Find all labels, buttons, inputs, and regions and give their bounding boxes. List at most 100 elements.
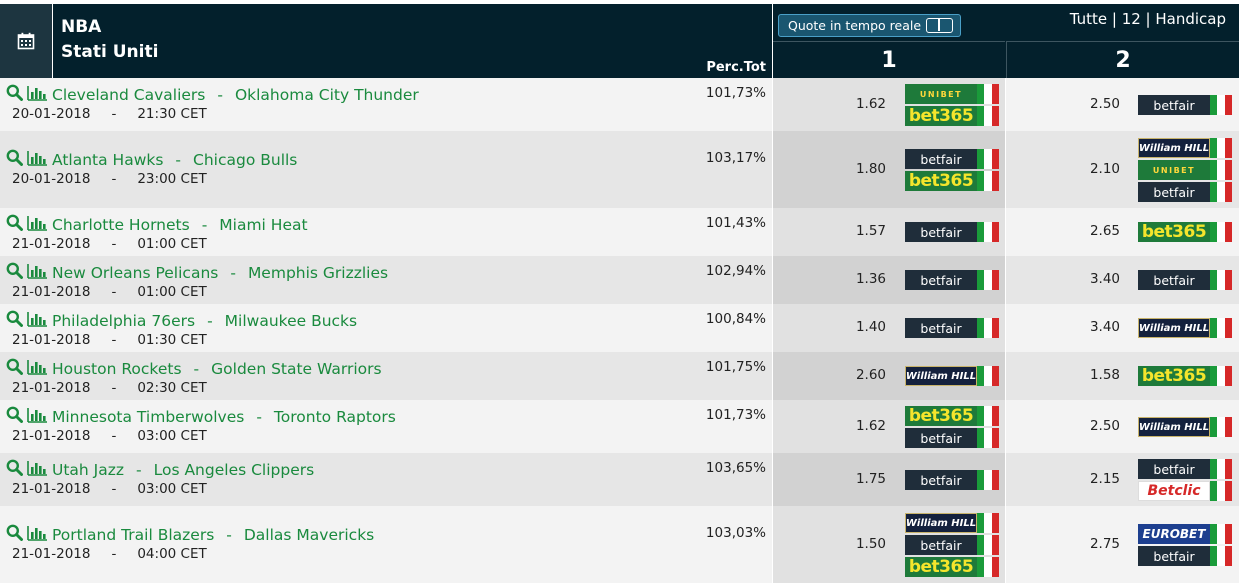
bookmaker-betfair[interactable]: betfair [905, 270, 999, 290]
odds-cell-1[interactable]: 1.62 UNIBET bet365 [773, 78, 1005, 131]
search-icon[interactable] [6, 358, 23, 379]
odds-cell-1[interactable]: 1.75 betfair [773, 453, 1005, 506]
search-icon[interactable] [6, 214, 23, 235]
home-team-link[interactable]: Houston Rockets [52, 359, 182, 378]
live-odds-toggle[interactable]: Quote in tempo reale [778, 14, 961, 37]
odd-value[interactable]: 1.58 [1089, 367, 1120, 383]
odds-cell-1[interactable]: 1.36 betfair [773, 256, 1005, 304]
odd-value[interactable]: 1.62 [855, 96, 886, 112]
bookmaker-william-hill[interactable]: William HILL [1138, 318, 1232, 338]
odds-cell-1[interactable]: 1.80 betfair bet365 [773, 131, 1005, 208]
bookmaker-bet365[interactable]: bet365 [1138, 366, 1232, 386]
bookmaker-bet365[interactable]: bet365 [905, 106, 999, 126]
market-filters[interactable]: Tutte | 12 | Handicap [1069, 10, 1226, 28]
stats-icon[interactable] [27, 215, 48, 235]
home-team-link[interactable]: Portland Trail Blazers [52, 525, 215, 544]
bookmaker-betfair[interactable]: betfair [1138, 270, 1232, 290]
odds-cell-2[interactable]: 2.65 bet365 [1006, 208, 1239, 256]
home-team-link[interactable]: Atlanta Hawks [52, 150, 164, 169]
odd-value[interactable]: 1.62 [855, 418, 886, 434]
away-team-link[interactable]: Chicago Bulls [193, 150, 298, 169]
bookmaker-betfair[interactable]: betfair [1138, 182, 1232, 202]
odds-cell-2[interactable]: 1.58 bet365 [1006, 352, 1239, 400]
odd-value[interactable]: 1.36 [855, 271, 886, 287]
bookmaker-betfair[interactable]: betfair [905, 535, 999, 555]
home-team-link[interactable]: Charlotte Hornets [52, 215, 190, 234]
bookmaker-william-hill[interactable]: William HILL [1138, 138, 1232, 158]
bookmaker-betfair[interactable]: betfair [905, 222, 999, 242]
odd-value[interactable]: 1.40 [855, 319, 886, 335]
bookmaker-bet365[interactable]: bet365 [905, 171, 999, 191]
odds-cell-1[interactable]: 1.57 betfair [773, 208, 1005, 256]
bookmaker-unibet[interactable]: UNIBET [1138, 160, 1232, 180]
bookmaker-bet365[interactable]: bet365 [905, 557, 999, 577]
stats-icon[interactable] [27, 525, 48, 545]
search-icon[interactable] [6, 149, 23, 170]
search-icon[interactable] [6, 262, 23, 283]
home-team-link[interactable]: Philadelphia 76ers [52, 311, 196, 330]
away-team-link[interactable]: Oklahoma City Thunder [234, 85, 419, 104]
odd-value[interactable]: 2.60 [855, 367, 886, 383]
stats-icon[interactable] [27, 407, 48, 427]
odds-cell-2[interactable]: 2.10 William HILL UNIBET betfair [1006, 131, 1239, 208]
odds-cell-1[interactable]: 1.40 betfair [773, 304, 1005, 352]
odds-cell-2[interactable]: 3.40 William HILL [1006, 304, 1239, 352]
calendar-button[interactable] [0, 4, 52, 78]
bookmaker-bet365[interactable]: bet365 [1138, 222, 1232, 242]
odds-cell-1[interactable]: 2.60 William HILL [773, 352, 1005, 400]
bookmaker-betfair[interactable]: betfair [905, 470, 999, 490]
odd-value[interactable]: 1.75 [855, 471, 886, 487]
odds-cell-2[interactable]: 3.40 betfair [1006, 256, 1239, 304]
stats-icon[interactable] [27, 150, 48, 170]
odds-cell-1[interactable]: 1.62 bet365 betfair [773, 400, 1005, 453]
odd-value[interactable]: 2.50 [1089, 96, 1120, 112]
stats-icon[interactable] [27, 263, 48, 283]
odd-value[interactable]: 3.40 [1089, 271, 1120, 287]
home-team-link[interactable]: New Orleans Pelicans [52, 263, 219, 282]
odds-cell-2[interactable]: 2.75 EUROBET betfair [1006, 506, 1239, 583]
stats-icon[interactable] [27, 460, 48, 480]
odd-value[interactable]: 1.80 [855, 161, 886, 177]
away-team-link[interactable]: Milwaukee Bucks [224, 311, 358, 330]
stats-icon[interactable] [27, 85, 48, 105]
odd-value[interactable]: 2.15 [1089, 471, 1120, 487]
bookmaker-unibet[interactable]: UNIBET [905, 84, 999, 104]
away-team-link[interactable]: Miami Heat [219, 215, 308, 234]
odd-value[interactable]: 1.50 [855, 536, 886, 552]
away-team-link[interactable]: Memphis Grizzlies [247, 263, 389, 282]
bookmaker-william-hill[interactable]: William HILL [1138, 417, 1232, 437]
bookmaker-betfair[interactable]: betfair [905, 318, 999, 338]
odd-value[interactable]: 1.57 [855, 223, 886, 239]
home-team-link[interactable]: Cleveland Cavaliers [52, 85, 206, 104]
odd-value[interactable]: 2.10 [1089, 161, 1120, 177]
bookmaker-betfair[interactable]: betfair [1138, 459, 1232, 479]
odds-cell-2[interactable]: 2.50 William HILL [1006, 400, 1239, 453]
odds-cell-2[interactable]: 2.15 betfair Betclic [1006, 453, 1239, 506]
bookmaker-william-hill[interactable]: William HILL [905, 513, 999, 533]
away-team-link[interactable]: Los Angeles Clippers [153, 460, 315, 479]
away-team-link[interactable]: Golden State Warriors [211, 359, 382, 378]
bookmaker-betclic[interactable]: Betclic [1138, 481, 1232, 501]
search-icon[interactable] [6, 459, 23, 480]
home-team-link[interactable]: Utah Jazz [52, 460, 125, 479]
search-icon[interactable] [6, 84, 23, 105]
bookmaker-betfair[interactable]: betfair [1138, 95, 1232, 115]
stats-icon[interactable] [27, 359, 48, 379]
odds-cell-1[interactable]: 1.50 William HILL betfair bet365 [773, 506, 1005, 583]
bookmaker-betfair[interactable]: betfair [905, 428, 999, 448]
odds-cell-2[interactable]: 2.50 betfair [1006, 78, 1239, 131]
odd-value[interactable]: 2.50 [1089, 418, 1120, 434]
home-team-link[interactable]: Minnesota Timberwolves [52, 407, 245, 426]
odd-value[interactable]: 2.65 [1089, 223, 1120, 239]
away-team-link[interactable]: Toronto Raptors [273, 407, 396, 426]
bookmaker-william-hill[interactable]: William HILL [905, 366, 999, 386]
odd-value[interactable]: 3.40 [1089, 319, 1120, 335]
stats-icon[interactable] [27, 311, 48, 331]
away-team-link[interactable]: Dallas Mavericks [243, 525, 375, 544]
bookmaker-bet365[interactable]: bet365 [905, 406, 999, 426]
search-icon[interactable] [6, 406, 23, 427]
odd-value[interactable]: 2.75 [1089, 536, 1120, 552]
bookmaker-betfair[interactable]: betfair [1138, 546, 1232, 566]
bookmaker-eurobet[interactable]: EUROBET [1138, 524, 1232, 544]
search-icon[interactable] [6, 524, 23, 545]
